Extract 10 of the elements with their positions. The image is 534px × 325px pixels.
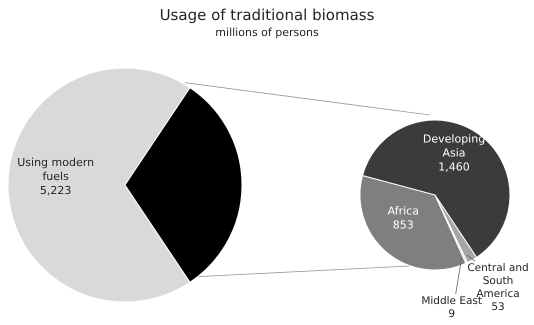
- slice-label: Africa: [388, 204, 419, 218]
- data-label: 1,460: [438, 160, 470, 174]
- data-label: 9: [448, 308, 456, 320]
- data-label: 5,223: [40, 184, 72, 197]
- slice-label: Developing Asia: [422, 132, 486, 160]
- text: millions of persons: [214, 26, 320, 39]
- data-label: 853: [392, 218, 414, 232]
- chart-title: Usage of traditional biomass: [158, 6, 376, 24]
- slice-label: Using modern fuels: [17, 156, 94, 183]
- data-label: 53: [491, 301, 505, 314]
